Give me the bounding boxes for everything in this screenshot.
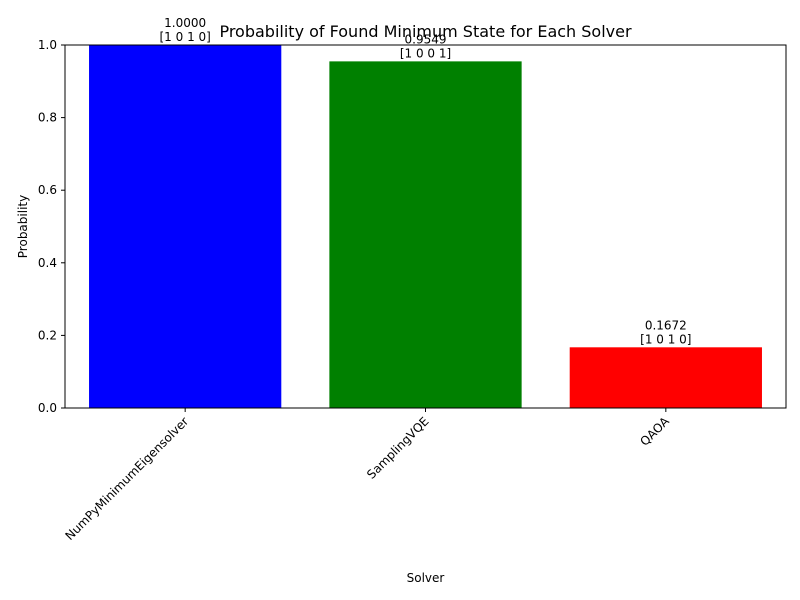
y-tick-label: 0.2 [38, 328, 57, 342]
y-tick-label: 0.8 [38, 111, 57, 125]
y-tick-label: 0.4 [38, 256, 57, 270]
bars-group [89, 45, 762, 408]
y-tick-label: 0.6 [38, 183, 57, 197]
bar-0 [89, 45, 282, 408]
bar-value-label: 0.9549 [405, 32, 447, 46]
bar-state-label: [1 0 1 0] [640, 332, 691, 346]
x-axis-label: Solver [407, 571, 445, 585]
bar-state-label: [1 0 1 0] [159, 30, 210, 44]
bar-state-label: [1 0 0 1] [400, 46, 451, 60]
bar-value-label: 0.1672 [645, 318, 687, 332]
bar-2 [569, 347, 762, 408]
y-tick-label: 1.0 [38, 38, 57, 52]
bar-value-label: 1.0000 [164, 16, 206, 30]
chart-title: Probability of Found Minimum State for E… [219, 22, 632, 41]
y-tick-label: 0.0 [38, 401, 57, 415]
y-axis-ticks: 0.0 0.2 0.4 0.6 0.8 1.0 [38, 38, 65, 415]
y-axis-label: Probability [16, 195, 30, 258]
bar-1 [329, 61, 522, 408]
plot-frame [64, 44, 787, 409]
data-labels-group: 1.0000[1 0 1 0] 0.9549[1 0 0 1]0.1672[1 0… [159, 16, 691, 346]
